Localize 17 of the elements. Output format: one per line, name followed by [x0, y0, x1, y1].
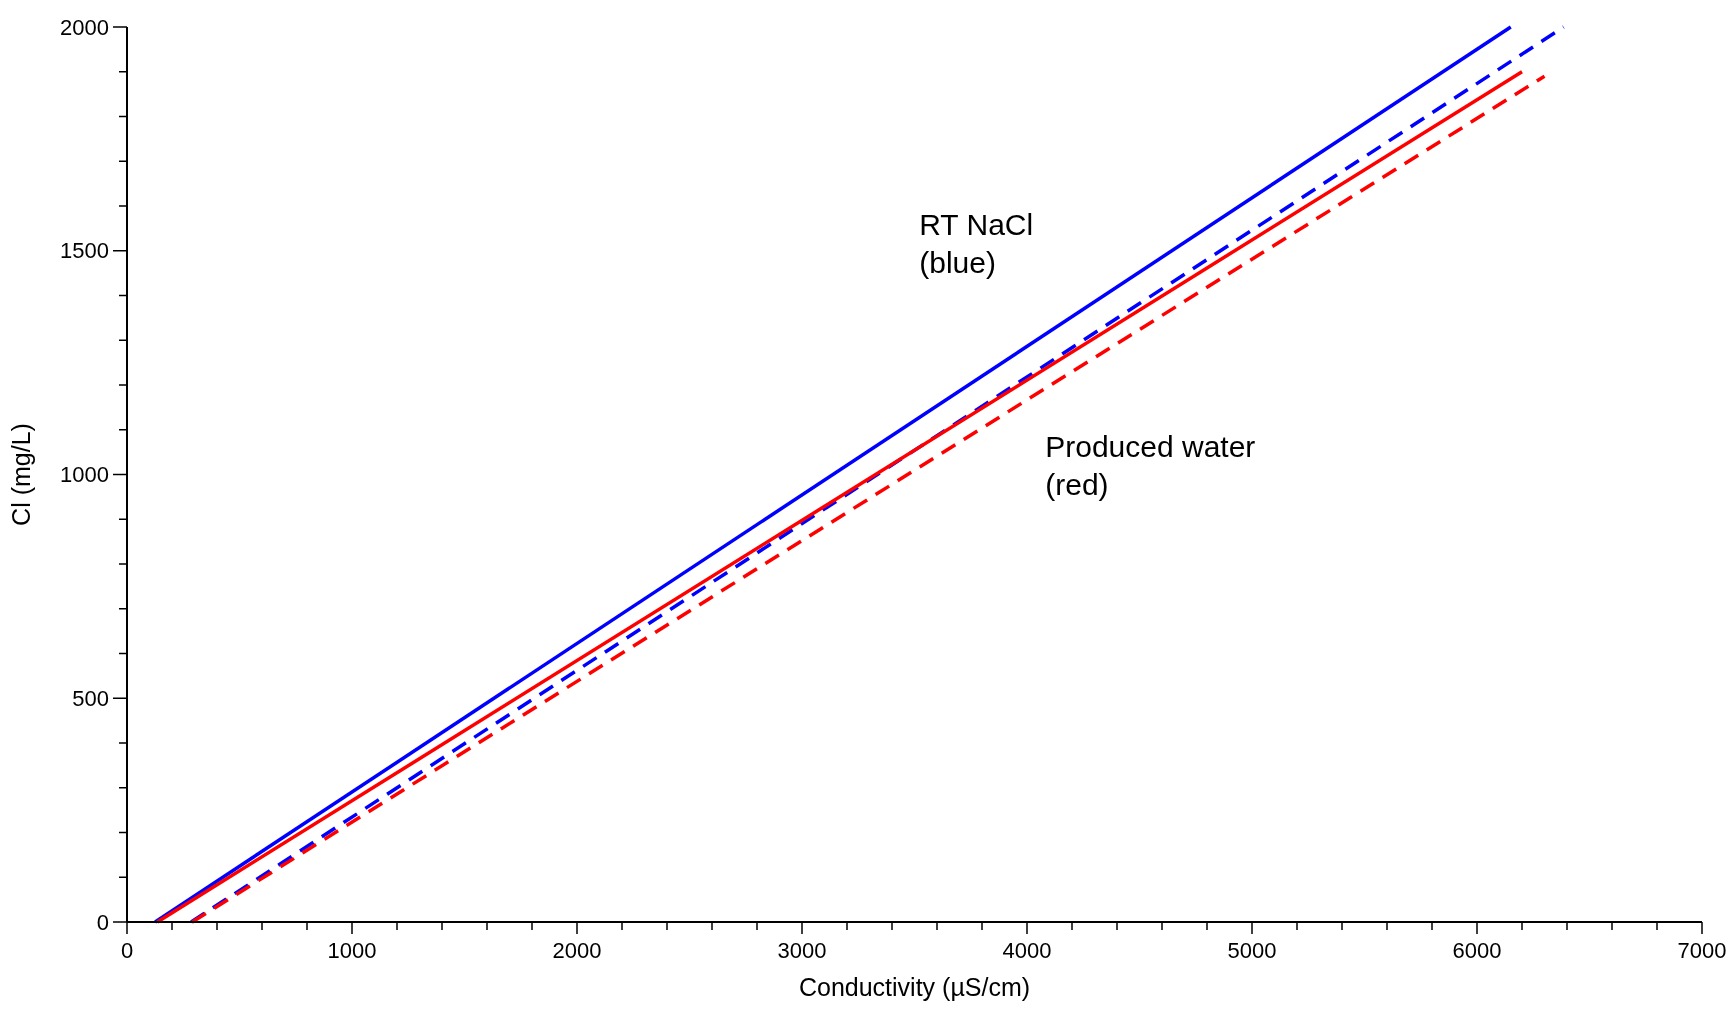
x-tick-label: 1000 [327, 938, 377, 963]
x-axis-title: Conductivity (µS/cm) [798, 973, 1031, 1001]
x-tick-label: 3000 [777, 938, 827, 963]
x-tick-label: 7000 [1677, 938, 1727, 963]
y-axis-title: Cl (mg/L) [7, 423, 35, 526]
annotation: RT NaCl (blue) [919, 207, 1034, 279]
y-tick-label: 1000 [60, 462, 109, 488]
y-tick-label: 0 [96, 909, 109, 935]
y-tick-label: 2000 [60, 14, 109, 40]
x-tick-label: 2000 [552, 938, 602, 963]
x-tick-label: 6000 [1452, 938, 1502, 963]
x-tick-label: 4000 [1002, 938, 1052, 963]
x-tick-label: 0 [120, 938, 134, 963]
y-tick-label: 1500 [60, 238, 109, 264]
x-tick-label: 5000 [1227, 938, 1277, 963]
annotation: Produced water (red) [1045, 429, 1256, 501]
y-tick-label: 500 [72, 685, 109, 711]
